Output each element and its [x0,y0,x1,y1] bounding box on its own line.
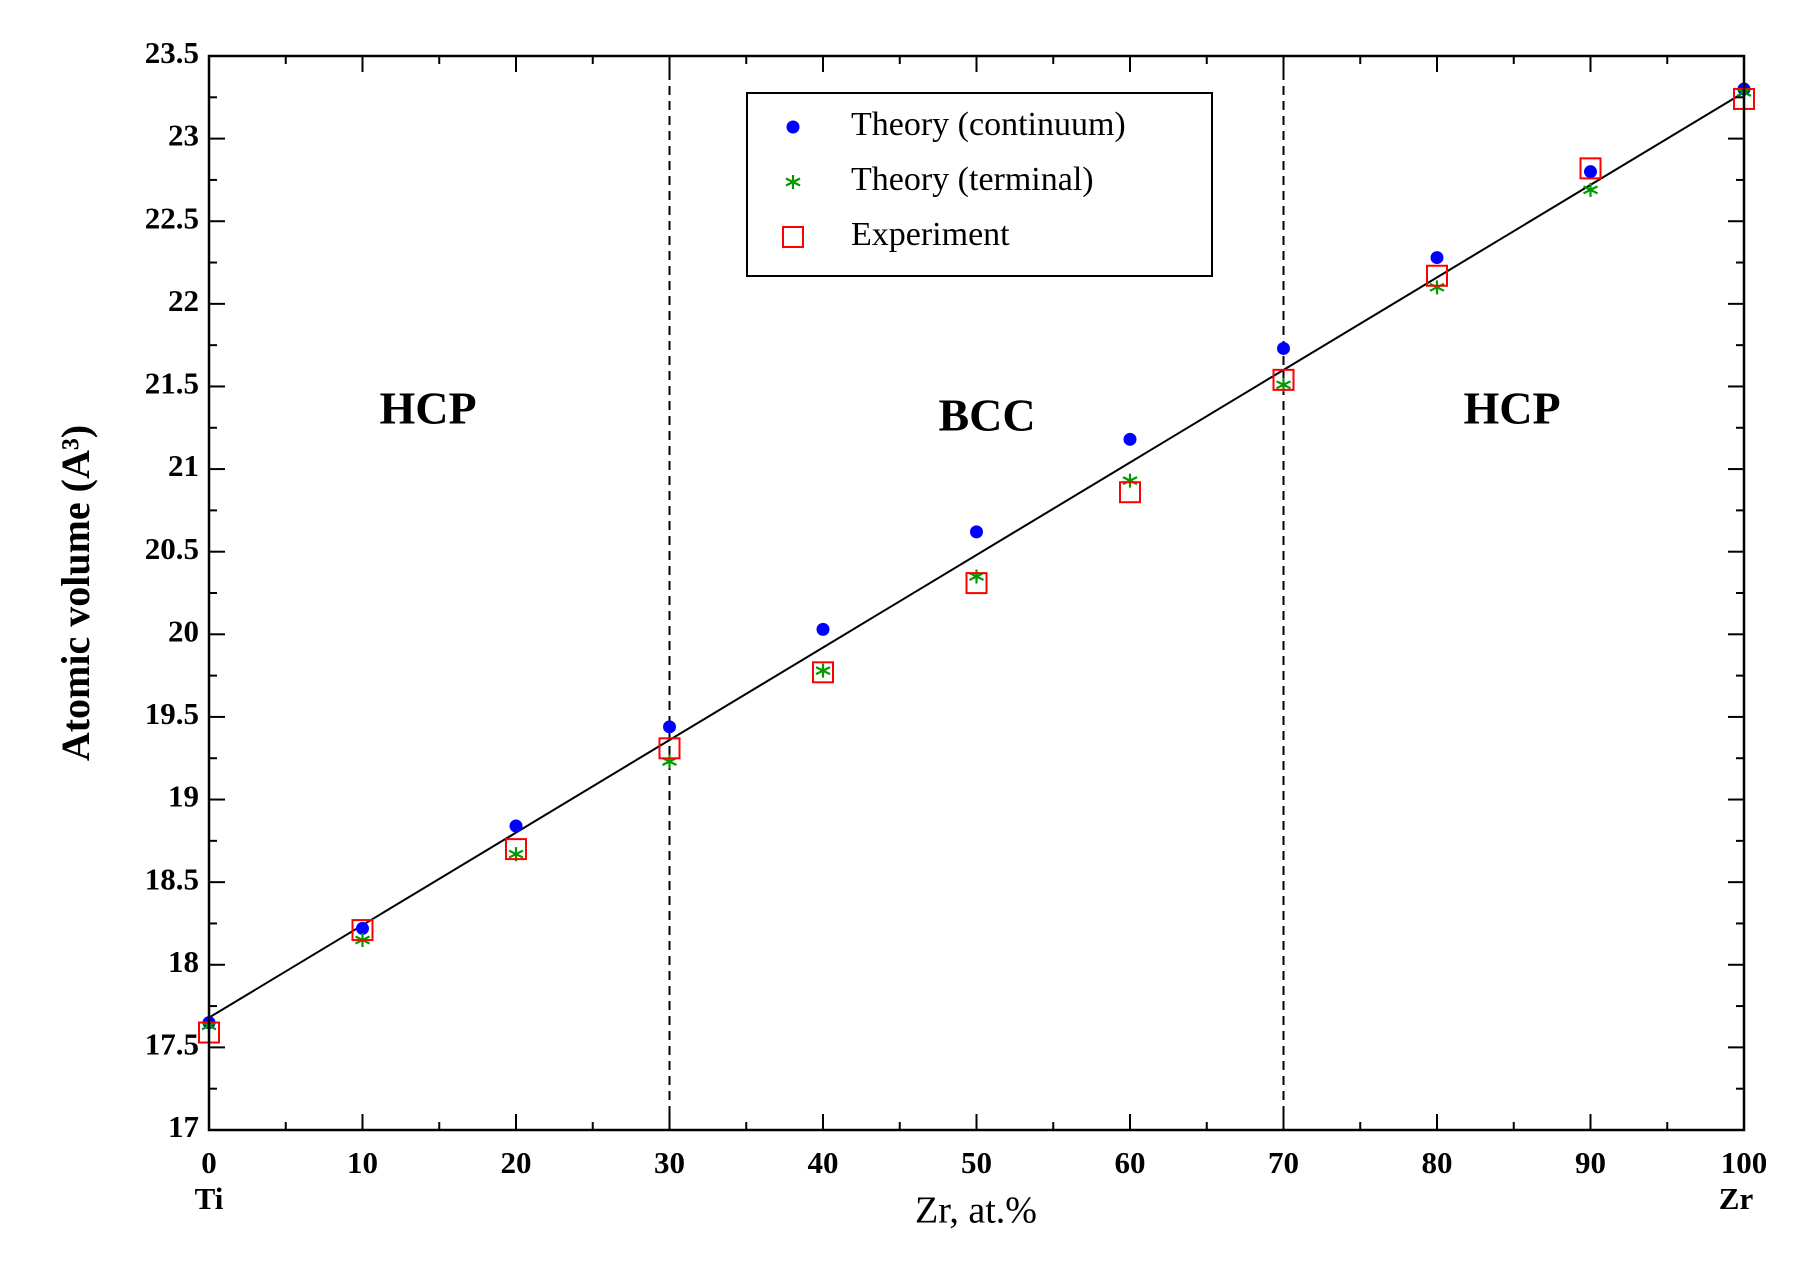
y-tick-label: 18.5 [145,861,199,896]
marker-square [812,661,834,684]
marker-circle [356,921,369,935]
marker-square [782,226,804,248]
y-tick-label: 19.5 [145,696,199,731]
y-tick-label: 20 [168,613,199,648]
marker-square [658,737,681,760]
marker-square [1119,481,1141,504]
legend-label: Theory (continuum) [851,106,1126,143]
y-tick-label: 23.5 [145,35,199,70]
x-tick-label: 40 [808,1145,839,1180]
x-tick-label: 50 [961,1145,992,1180]
marker-circle [786,120,800,134]
x-end-label: Ti [195,1181,224,1216]
y-tick-label: 19 [168,779,199,814]
legend-label: Experiment [851,216,1010,253]
x-tick-label: 60 [1115,1145,1146,1180]
y-tick-label: 21 [168,448,199,483]
region-label: HCP [1463,383,1560,434]
marker-circle [509,819,523,833]
x-tick-label: 30 [654,1145,685,1180]
marker-square [1272,368,1295,391]
y-tick-label: 22.5 [145,200,199,235]
marker-square [351,919,374,942]
x-tick-label: 80 [1422,1145,1453,1180]
y-tick-label: 17 [168,1109,199,1144]
marker-circle [1123,432,1137,446]
x-tick-label: 90 [1575,1145,1606,1180]
y-tick-label: 20.5 [145,531,199,566]
marker-circle [970,525,983,539]
marker-asterisk [662,754,677,769]
y-tick-label: 18 [168,944,199,979]
marker-asterisk [1429,280,1445,295]
y-tick-label: 17.5 [145,1026,199,1061]
region-label: BCC [938,390,1035,441]
marker-asterisk [785,175,801,189]
marker-square [505,838,527,861]
marker-asterisk [815,663,831,678]
marker-circle [1430,251,1444,265]
y-tick-label: 23 [168,118,199,153]
marker-asterisk [969,569,984,584]
marker-square [1426,264,1448,287]
marker-circle [1584,165,1597,179]
x-tick-label: 70 [1268,1145,1299,1180]
y-tick-label: 22 [168,283,199,318]
marker-square [1579,157,1602,180]
x-tick-label: 0 [201,1145,217,1180]
legend-label: Theory (terminal) [851,161,1094,198]
x-axis-label: Zr, at.% [915,1190,1037,1232]
marker-circle [816,622,830,636]
legend: Theory (continuum) Theory (terminal) Exper… [746,92,1213,277]
marker-circle [1277,341,1290,355]
marker-circle [663,720,676,734]
region-label: HCP [379,383,476,434]
x-tick-label: 100 [1721,1145,1768,1180]
plot-frame [207,54,1746,1132]
legend-box [746,92,1213,277]
y-tick-label: 21.5 [145,366,199,401]
y-axis-label: Atomic volume (A³) [53,425,98,761]
marker-square [965,572,988,595]
x-end-label: Zr [1719,1181,1754,1216]
fit-line [208,91,1745,1019]
marker-asterisk [1122,473,1138,488]
marker-asterisk [1583,182,1598,197]
x-tick-label: 10 [347,1145,378,1180]
x-tick-label: 20 [501,1145,532,1180]
